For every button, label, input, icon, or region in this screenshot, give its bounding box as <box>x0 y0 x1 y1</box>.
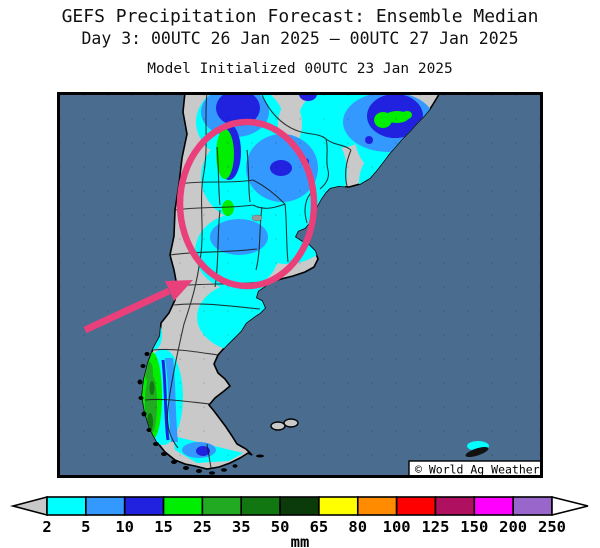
colorbar-box <box>473 496 514 516</box>
colorbar-box <box>279 496 320 516</box>
colorbar-tick: 80 <box>348 518 367 536</box>
colorbar-tick: 100 <box>383 518 411 536</box>
colorbar-box <box>240 496 281 516</box>
colorbar-tick: 150 <box>460 518 488 536</box>
watermark-text: © World Ag Weather <box>415 463 540 477</box>
colorbar-box <box>201 496 243 516</box>
map-frame <box>57 92 543 478</box>
colorbar-tick: 200 <box>499 518 527 536</box>
colorbar-tick: 250 <box>538 518 566 536</box>
colorbar-tick: 65 <box>310 518 329 536</box>
colorbar-box <box>512 496 553 516</box>
colorbar-box <box>395 496 437 516</box>
forecast-period: Day 3: 00UTC 26 Jan 2025 — 00UTC 27 Jan … <box>81 29 519 48</box>
colorbar-underflow-arrow <box>9 495 48 517</box>
colorbar-tick: 25 <box>193 518 212 536</box>
colorbar-box <box>318 496 359 516</box>
colorbar-tick: 50 <box>271 518 290 536</box>
highlight-ellipse <box>176 118 318 290</box>
colorbar-boxes <box>46 496 553 516</box>
watermark: © World Ag Weather <box>408 460 542 478</box>
colorbar-box <box>123 496 165 516</box>
colorbar-box <box>434 496 476 516</box>
colorbar-tick-labels: 2 5 10 15 25 35 50 65 80 100 125 150 200 250 <box>42 518 566 536</box>
page-title: GEFS Precipitation Forecast: Ensemble Me… <box>61 6 539 27</box>
colorbar-tick: 15 <box>154 518 173 536</box>
colorbar-box <box>85 496 126 516</box>
colorbar-box <box>162 496 204 516</box>
colorbar-tick: 10 <box>115 518 134 536</box>
colorbar-box <box>46 496 87 516</box>
forecast-map: © World Ag Weather <box>57 92 543 478</box>
colorbar-tick: 125 <box>421 518 449 536</box>
model-init-line: Model Initialized 00UTC 23 Jan 2025 <box>147 61 453 77</box>
highlight-arrow <box>83 280 193 334</box>
colorbar-tick: 2 <box>42 518 51 536</box>
colorbar-unit-label: mm <box>291 533 310 548</box>
colorbar-tick: 35 <box>232 518 251 536</box>
precip-colorbar: 2 5 10 15 25 35 50 65 80 100 125 150 200 250 mm <box>9 495 589 548</box>
colorbar-tick: 5 <box>81 518 90 536</box>
colorbar-box <box>356 496 398 516</box>
colorbar-overflow-arrow <box>551 495 589 517</box>
